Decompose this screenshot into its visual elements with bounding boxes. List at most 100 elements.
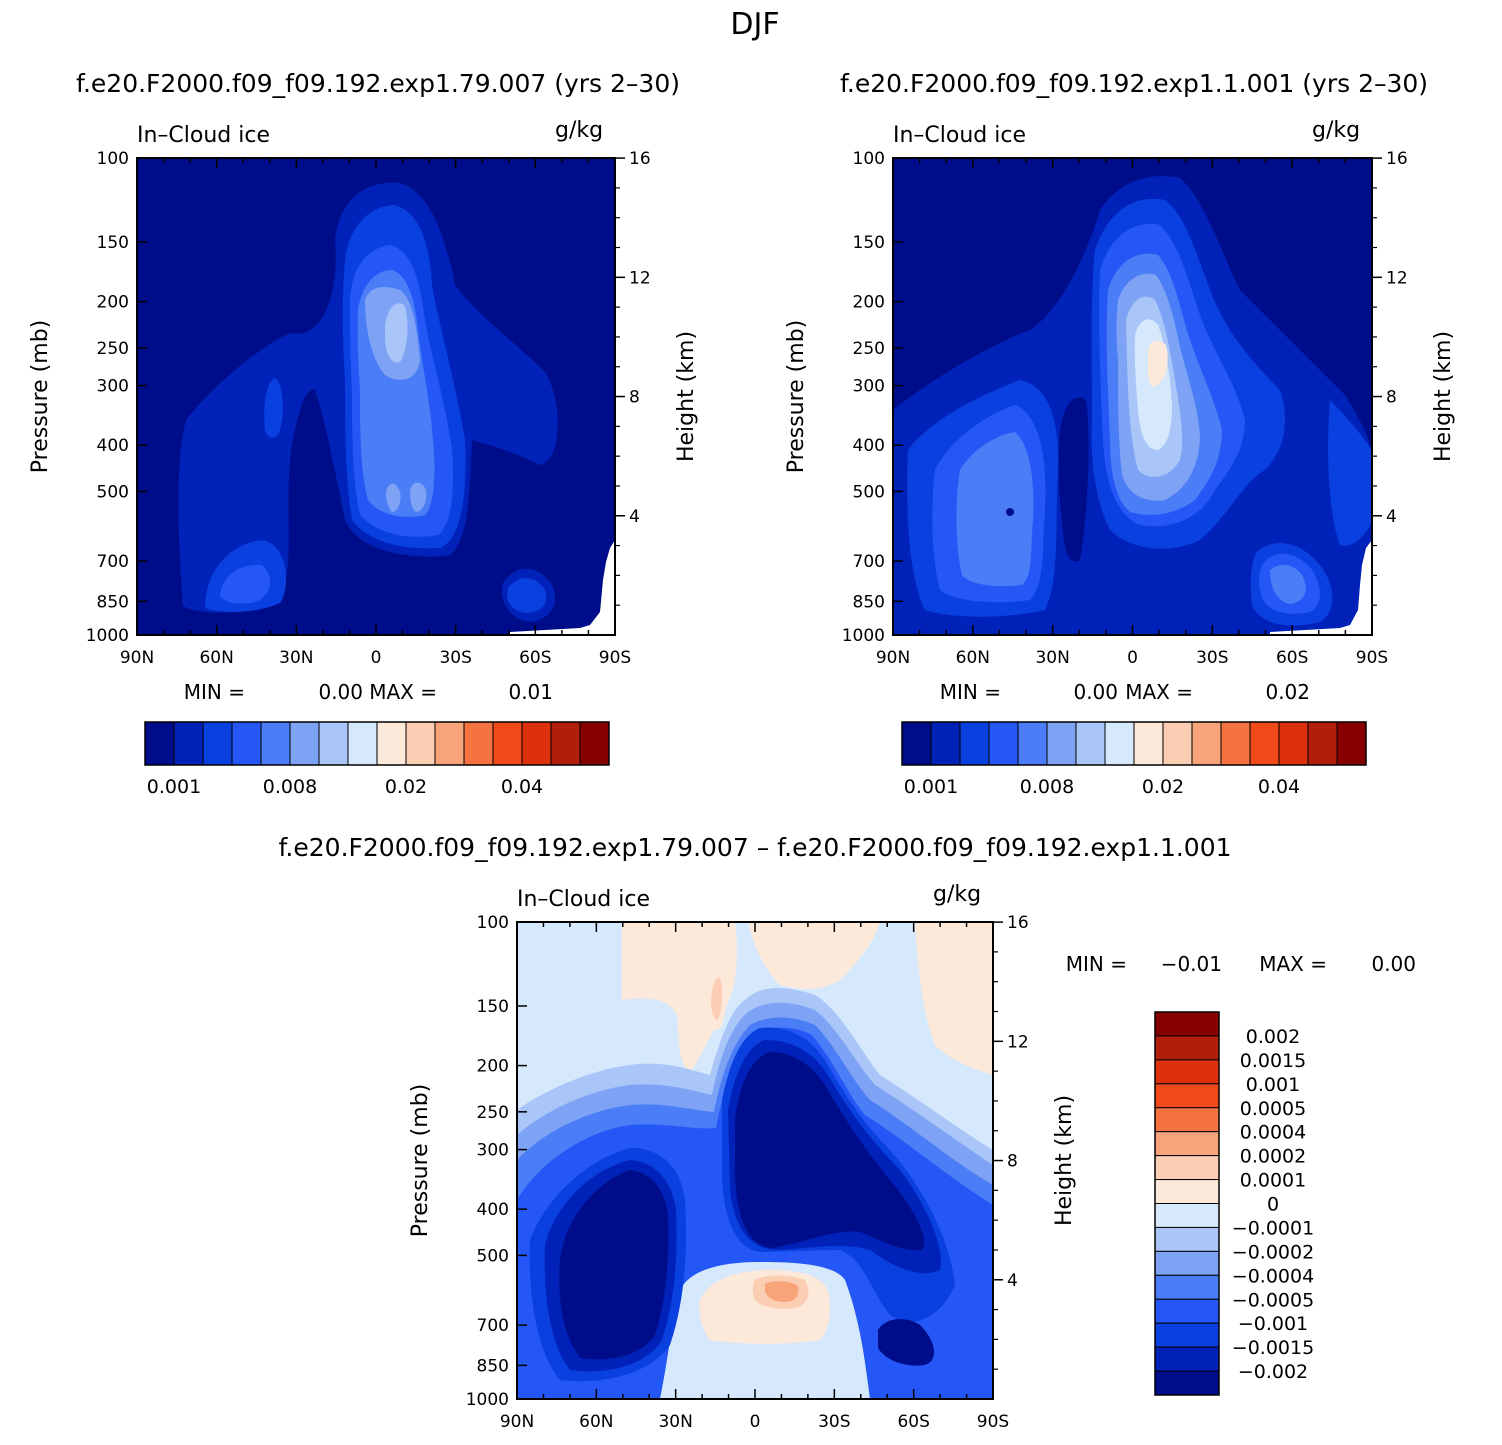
panel-b-min-label: MIN =	[940, 680, 1001, 704]
height-tick-label: 12	[1386, 268, 1408, 288]
panel-b-contour-l2b	[1058, 397, 1089, 562]
y-tick-label: 500	[97, 482, 129, 502]
colorbar-swatch	[1046, 721, 1077, 766]
panel-a-contour-l3c	[264, 378, 283, 438]
height-tick-label: 8	[1007, 1152, 1018, 1172]
colorbar-swatch	[1154, 1083, 1220, 1109]
y-axis-title: Pressure (mb)	[784, 320, 809, 474]
x-tick-label: 30N	[1035, 648, 1069, 668]
panel-a-contour-l4	[220, 564, 271, 604]
colorbar-label: 0.04	[501, 776, 543, 798]
colorbar-swatch	[1104, 721, 1135, 766]
colorbar-swatch	[1017, 721, 1048, 766]
y-tick-label: 200	[97, 293, 129, 313]
panel-b-max-label: MAX =	[1125, 680, 1193, 704]
colorbar-swatch	[347, 721, 378, 766]
y-tick-label: 400	[477, 1200, 509, 1220]
panel-a-contour-l3d	[507, 578, 547, 613]
x-tick-label: 60N	[579, 1412, 613, 1432]
colorbar-swatch	[376, 721, 407, 766]
x-tick-label: 0	[750, 1412, 761, 1432]
colorbar-frame	[1154, 1011, 1220, 1396]
colorbar-swatch	[1154, 1298, 1220, 1324]
colorbar-label: −0.0005	[1232, 1289, 1314, 1311]
colorbar-swatch	[1154, 1059, 1220, 1085]
height-tick-label: 8	[1386, 388, 1397, 408]
panel-a-min-value: 0.00	[318, 680, 363, 704]
x-tick-label: 30N	[279, 648, 313, 668]
colorbar-swatch	[901, 721, 932, 766]
colorbar-swatch	[260, 721, 291, 766]
panel-c-units: g/kg	[933, 882, 981, 907]
y-tick-label: 250	[477, 1103, 509, 1123]
colorbar-label: 0.008	[263, 776, 317, 798]
colorbar-label: 0.008	[1020, 776, 1074, 798]
height-tick-label: 4	[1007, 1271, 1018, 1291]
colorbar-swatch	[144, 721, 175, 766]
panel-b-variable: In–Cloud ice	[893, 123, 1026, 148]
x-tick-label: 60S	[1276, 648, 1308, 668]
colorbar-swatch	[1154, 1203, 1220, 1228]
y-tick-label: 400	[853, 436, 885, 456]
panel-c-neg-l7	[559, 1170, 669, 1360]
height-tick-label: 16	[629, 149, 651, 169]
y-tick-label: 150	[97, 233, 129, 253]
panel-b-min-value: 0.00	[1073, 680, 1118, 704]
colorbar-swatch	[1075, 721, 1106, 766]
colorbar-swatch	[579, 721, 610, 766]
panel-c-max-label: MAX =	[1259, 952, 1327, 976]
colorbar-swatch	[1154, 1322, 1220, 1348]
colorbar-swatch	[959, 721, 990, 766]
x-tick-label: 90S	[1356, 648, 1388, 668]
y-tick-label: 1000	[842, 626, 885, 646]
y-tick-label: 700	[477, 1316, 509, 1336]
panel-c-pos-upper-left	[622, 922, 737, 1072]
colorbar-swatch	[1133, 721, 1164, 766]
x-tick-label: 90N	[500, 1412, 534, 1432]
panel-c-max-value: 0.00	[1371, 952, 1416, 976]
colorbar-label: 0.0004	[1240, 1122, 1306, 1144]
y-tick-label: 1000	[86, 626, 129, 646]
colorbar-swatch	[1154, 1346, 1220, 1372]
panel-c-neg-l7c	[878, 1318, 935, 1366]
colorbar-swatch	[1249, 721, 1280, 766]
y-axis-title: Pressure (mb)	[28, 320, 53, 474]
colorbar-label: 0	[1267, 1194, 1279, 1216]
colorbar-swatch	[463, 721, 494, 766]
panel-a-variable: In–Cloud ice	[137, 123, 270, 148]
x-tick-label: 60N	[956, 648, 990, 668]
colorbar-label: 0.001	[147, 776, 201, 798]
y-axis-title: Pressure (mb)	[408, 1084, 433, 1238]
y-tick-label: 150	[853, 233, 885, 253]
colorbar-label: −0.0015	[1232, 1337, 1314, 1359]
y-tick-label: 300	[97, 377, 129, 397]
panel-c-field	[517, 922, 993, 1399]
colorbar-swatch	[1154, 1011, 1220, 1037]
y-tick-label: 850	[477, 1356, 509, 1376]
panel-b-title: f.e20.F2000.f09_f09.192.exp1.1.001 (yrs …	[840, 69, 1428, 98]
panel-a-max-value: 0.01	[508, 680, 553, 704]
panel-c-pos-upper-right	[915, 922, 993, 1075]
colorbar-swatch	[173, 721, 204, 766]
colorbar-label: 0.0001	[1240, 1170, 1306, 1192]
panel-b-minmax: MIN = 0.00 MAX = 0.02	[940, 680, 1310, 704]
y-tick-label: 850	[853, 592, 885, 612]
y-tick-label: 300	[477, 1141, 509, 1161]
colorbar-swatch	[1154, 1226, 1220, 1252]
x-tick-label: 60S	[897, 1412, 929, 1432]
y-tick-label: 700	[853, 552, 885, 572]
colorbar-swatch	[930, 721, 961, 766]
colorbar-label: 0.002	[1246, 1026, 1300, 1048]
height-tick-label: 12	[1007, 1032, 1029, 1052]
panel-a-min-label: MIN =	[184, 680, 245, 704]
colorbar-swatch	[1162, 721, 1193, 766]
panel-b-contour-l5	[956, 432, 1034, 587]
y-tick-label: 250	[97, 339, 129, 359]
panel-a-minmax: MIN = 0.00 MAX = 0.01	[184, 680, 553, 704]
panel-c-neg-l7b	[735, 1052, 925, 1251]
colorbar-c: 0.0020.00150.0010.00050.00040.00020.0001…	[1154, 1011, 1314, 1396]
panel-b: 90N 60N 30N 0 30S 60S 90S 100 150 200 250 300 400 500…	[784, 149, 1456, 668]
height-tick-label: 8	[629, 388, 640, 408]
right-axis-title: Height (km)	[1052, 1095, 1077, 1226]
